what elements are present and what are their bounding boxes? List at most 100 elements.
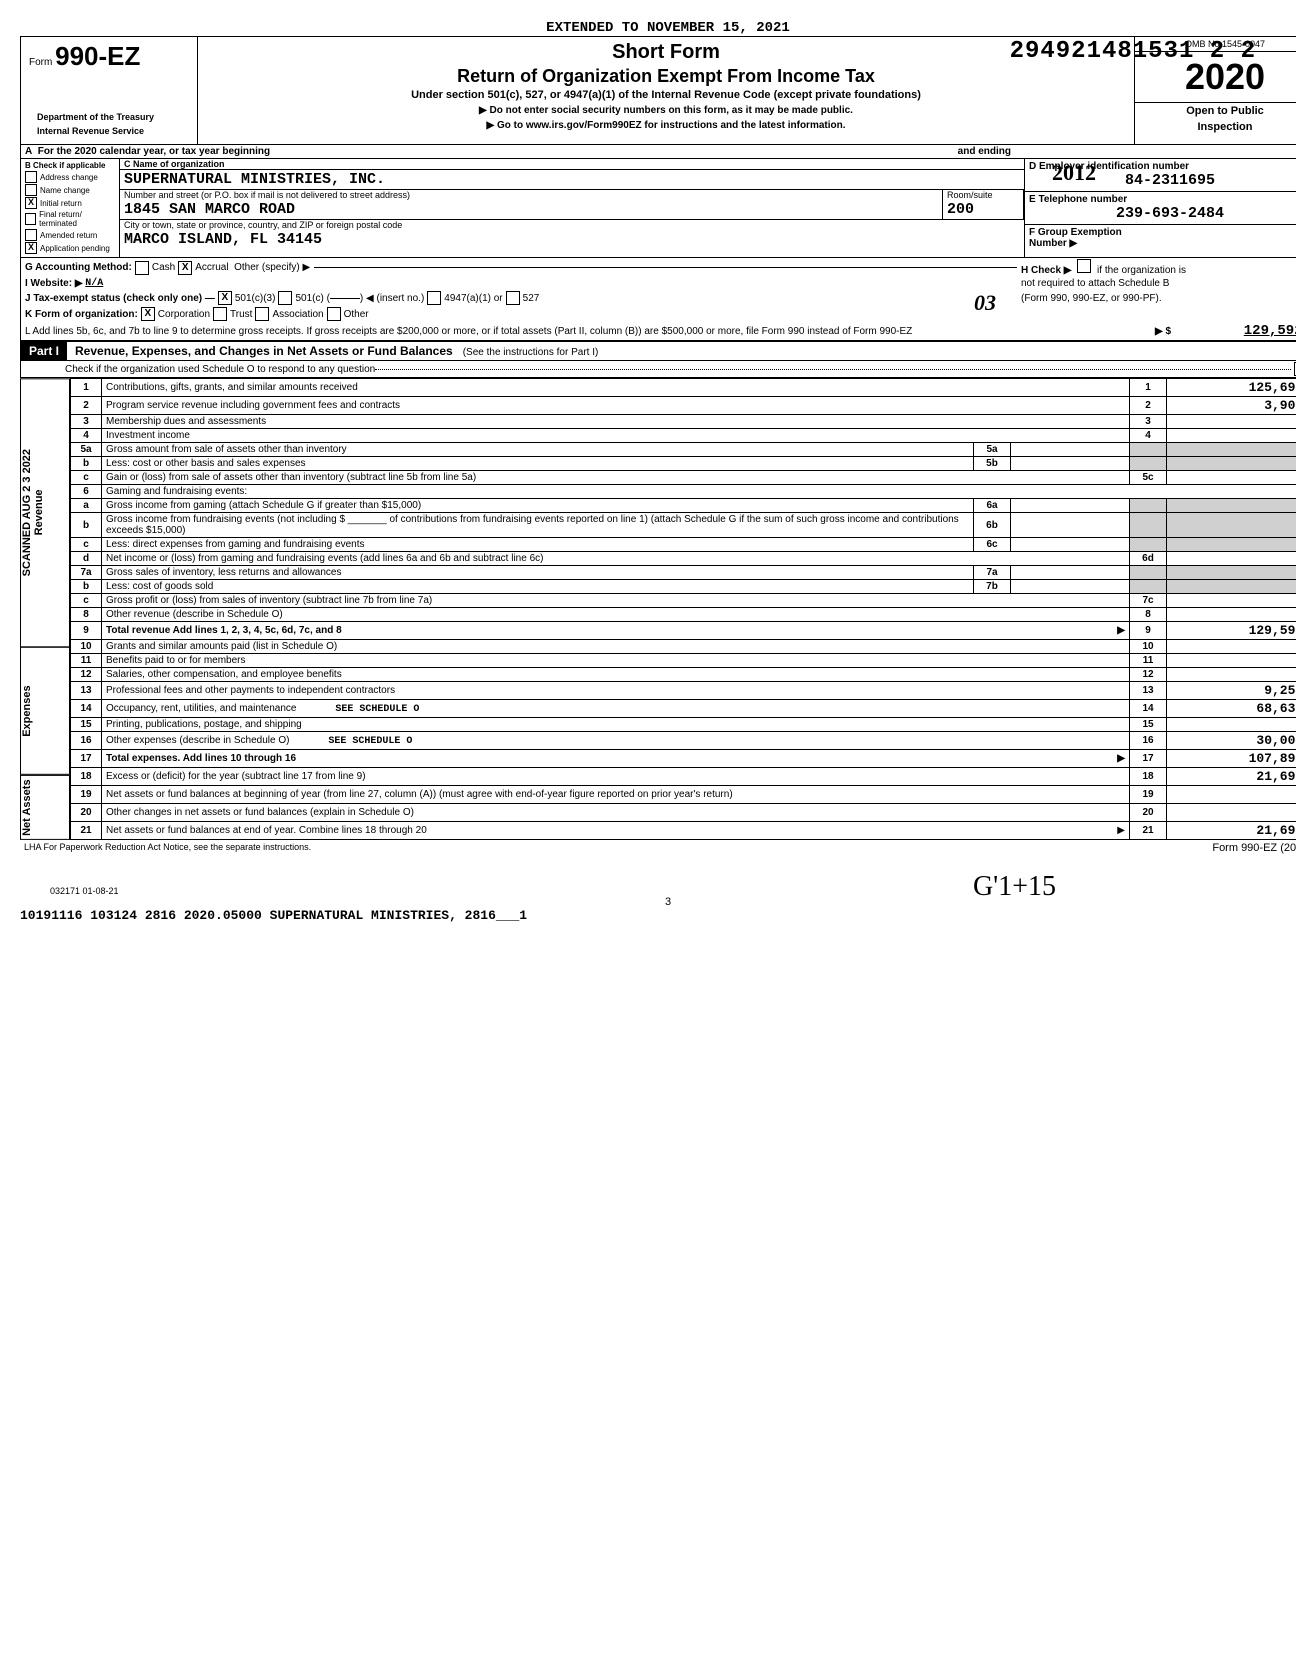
check-initial-return[interactable]: X	[25, 197, 37, 209]
h-line3: (Form 990, 990-EZ, or 990-PF).	[1021, 293, 1296, 304]
mid-line-no: 6a	[974, 499, 1011, 513]
table-row: 7aGross sales of inventory, less returns…	[71, 566, 1296, 580]
row-description: Net assets or fund balances at end of ye…	[102, 822, 1130, 840]
f-number: Number ▶	[1029, 238, 1296, 249]
right-line-no: 5c	[1130, 471, 1167, 485]
table-row: bLess: cost of goods sold7b	[71, 580, 1296, 594]
row-number: 1	[71, 379, 102, 397]
row-description: Grants and similar amounts paid (list in…	[102, 640, 1130, 654]
label-501c3: 501(c)(3)	[235, 293, 276, 304]
check-amended[interactable]	[25, 229, 37, 241]
right-line-no: 15	[1130, 718, 1167, 732]
check-trust[interactable]	[213, 307, 227, 321]
check-assoc[interactable]	[255, 307, 269, 321]
row-number: 18	[71, 768, 102, 786]
org-address: 1845 SAN MARCO ROAD	[120, 200, 942, 219]
label-accrual: Accrual	[195, 262, 228, 273]
row-description: Less: cost or other basis and sales expe…	[102, 457, 974, 471]
mid-line-no: 5a	[974, 443, 1011, 457]
right-line-no: 16	[1130, 732, 1167, 750]
mid-line-no: 7a	[974, 566, 1011, 580]
row-number: 15	[71, 718, 102, 732]
row-description: Program service revenue including govern…	[102, 397, 1130, 415]
right-line-no	[1130, 499, 1167, 513]
right-line-no: 12	[1130, 668, 1167, 682]
check-final-return[interactable]	[25, 213, 36, 225]
initials-handwritten: 03	[974, 290, 996, 316]
check-address-change[interactable]	[25, 171, 37, 183]
check-4947[interactable]	[427, 291, 441, 305]
row-number: 4	[71, 429, 102, 443]
amount-cell	[1167, 718, 1296, 732]
mid-line-no: 5b	[974, 457, 1011, 471]
right-line-no: 14	[1130, 700, 1167, 718]
table-row: 11Benefits paid to or for members11	[71, 654, 1296, 668]
table-row: bGross income from fundraising events (n…	[71, 513, 1296, 538]
amount-cell: 125,692.	[1167, 379, 1296, 397]
check-501c3[interactable]: X	[218, 291, 232, 305]
check-527[interactable]	[506, 291, 520, 305]
row-number: 3	[71, 415, 102, 429]
table-row: 1Contributions, gifts, grants, and simil…	[71, 379, 1296, 397]
row-number: 8	[71, 608, 102, 622]
part-1-label: Part I	[21, 342, 67, 360]
row-description: Gain or (loss) from sale of assets other…	[102, 471, 1130, 485]
amount-cell	[1167, 415, 1296, 429]
amount-cell	[1167, 668, 1296, 682]
check-app-pending[interactable]: X	[25, 242, 37, 254]
label-other-method: Other (specify) ▶	[234, 262, 310, 273]
row-number: d	[71, 552, 102, 566]
table-row: 19Net assets or fund balances at beginni…	[71, 786, 1296, 804]
amount-cell	[1167, 654, 1296, 668]
form-number: 990-EZ	[55, 41, 140, 71]
j-label: J Tax-exempt status (check only one) —	[25, 293, 215, 304]
table-row: 8Other revenue (describe in Schedule O)8	[71, 608, 1296, 622]
amount-cell: 3,900.	[1167, 397, 1296, 415]
row-description: Gross income from gaming (attach Schedul…	[102, 499, 974, 513]
g-label: G Accounting Method:	[25, 262, 132, 273]
l-amount: 129,592.	[1171, 323, 1296, 339]
row-description: Benefits paid to or for members	[102, 654, 1130, 668]
right-line-no: 21	[1130, 822, 1167, 840]
row-number: 7a	[71, 566, 102, 580]
page-number: 3	[20, 896, 1296, 908]
amount-cell: 0.	[1167, 786, 1296, 804]
amount-cell: 21,695.	[1167, 768, 1296, 786]
check-cash[interactable]	[135, 261, 149, 275]
row-description: Net income or (loss) from gaming and fun…	[102, 552, 1130, 566]
row-description: Membership dues and assessments	[102, 415, 1130, 429]
row-description: Other expenses (describe in Schedule O) …	[102, 732, 1130, 750]
row-number: c	[71, 538, 102, 552]
row-number: c	[71, 594, 102, 608]
row-description: Net assets or fund balances at beginning…	[102, 786, 1130, 804]
check-name-change[interactable]	[25, 184, 37, 196]
mid-line-no: 6b	[974, 513, 1011, 538]
amount-cell	[1167, 499, 1296, 513]
side-revenue: SCANNED AUG 2 3 2022Revenue	[20, 378, 70, 647]
table-row: dNet income or (loss) from gaming and fu…	[71, 552, 1296, 566]
check-other-org[interactable]	[327, 307, 341, 321]
table-row: 18Excess or (deficit) for the year (subt…	[71, 768, 1296, 786]
check-501c[interactable]	[278, 291, 292, 305]
handwritten-year: 2012	[1052, 160, 1096, 186]
right-line-no: 2	[1130, 397, 1167, 415]
right-line-no	[1130, 580, 1167, 594]
table-row: 14Occupancy, rent, utilities, and mainte…	[71, 700, 1296, 718]
row-number: 17	[71, 750, 102, 768]
check-corp[interactable]: X	[141, 307, 155, 321]
table-row: 17Total expenses. Add lines 10 through 1…	[71, 750, 1296, 768]
inspection-label: Inspection	[1135, 119, 1296, 135]
check-h[interactable]	[1077, 259, 1091, 273]
row-description: Gaming and fundraising events:	[102, 485, 1296, 499]
row-description: Professional fees and other payments to …	[102, 682, 1130, 700]
room-suite: 200	[943, 200, 1023, 219]
check-accrual[interactable]: X	[178, 261, 192, 275]
row-number: c	[71, 471, 102, 485]
city-label: City or town, state or province, country…	[120, 220, 1024, 230]
row-description: Less: direct expenses from gaming and fu…	[102, 538, 974, 552]
part-1-instr: (See the instructions for Part I)	[463, 347, 599, 358]
mid-amount	[1011, 566, 1130, 580]
table-row: 3Membership dues and assessments3	[71, 415, 1296, 429]
line-a-begin: A For the 2020 calendar year, or tax yea…	[25, 146, 270, 157]
amount-cell: 0.	[1167, 804, 1296, 822]
